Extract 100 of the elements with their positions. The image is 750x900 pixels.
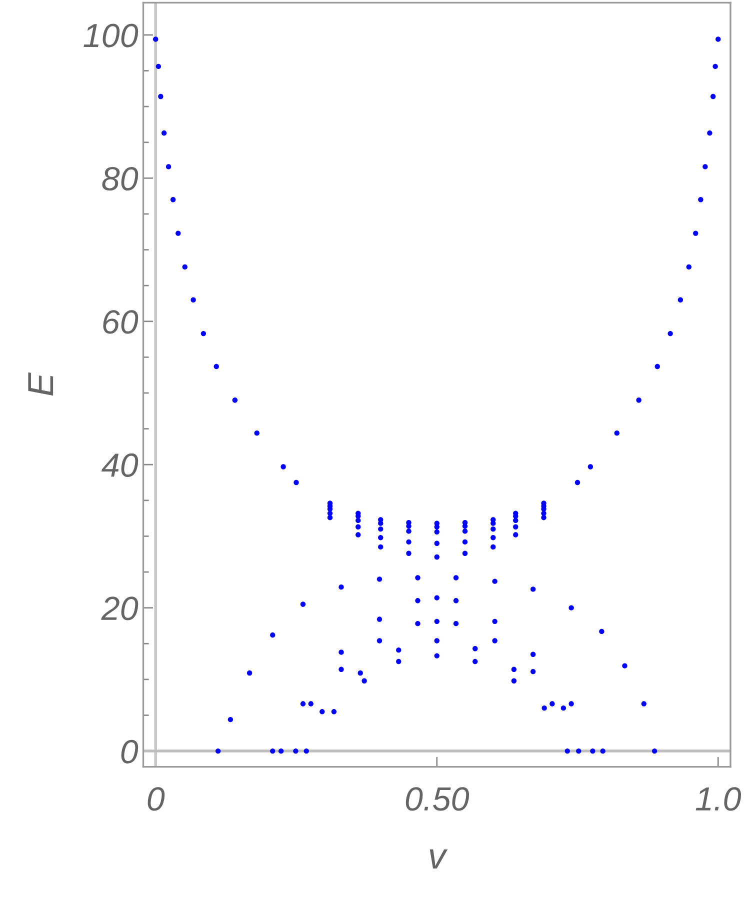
point	[462, 524, 468, 529]
point	[406, 524, 412, 529]
point	[215, 748, 221, 754]
point	[280, 464, 286, 470]
point	[490, 535, 496, 540]
point	[678, 297, 684, 302]
point	[176, 230, 181, 236]
point	[511, 678, 517, 684]
point	[462, 528, 468, 534]
point	[396, 658, 402, 664]
point	[600, 748, 606, 754]
point	[472, 658, 478, 664]
y-tick-label: 0	[121, 740, 138, 764]
point	[530, 668, 536, 674]
point	[434, 653, 440, 658]
point	[338, 584, 344, 590]
point	[406, 528, 412, 534]
y-axis-title: E	[28, 372, 54, 396]
point	[490, 544, 496, 550]
point	[356, 532, 361, 538]
point	[641, 701, 646, 706]
point	[254, 430, 260, 436]
point	[415, 598, 420, 604]
point	[182, 264, 188, 270]
point	[588, 464, 594, 470]
point	[513, 524, 518, 530]
point	[530, 652, 536, 657]
point	[568, 701, 574, 706]
point	[293, 748, 298, 754]
point	[622, 663, 628, 668]
point	[434, 540, 440, 546]
point	[560, 705, 566, 711]
point	[710, 94, 716, 100]
point	[434, 638, 440, 644]
point	[200, 330, 206, 336]
point	[513, 518, 518, 524]
point	[462, 550, 468, 556]
point	[668, 330, 673, 336]
point	[453, 598, 459, 604]
point	[376, 576, 382, 582]
point	[614, 430, 620, 436]
point	[472, 646, 478, 652]
point	[331, 709, 337, 714]
point	[378, 526, 384, 532]
point	[636, 398, 642, 403]
point	[166, 164, 172, 170]
x-tick-label: 0.50	[406, 787, 470, 811]
point	[232, 398, 238, 403]
x-tick-label: 1.0	[696, 787, 742, 811]
point	[270, 748, 276, 754]
point	[214, 364, 219, 370]
point	[304, 748, 309, 754]
point	[300, 701, 306, 706]
point	[406, 550, 412, 556]
point	[406, 539, 412, 545]
point	[376, 616, 382, 622]
point	[156, 64, 162, 70]
point	[356, 518, 361, 524]
point	[564, 748, 570, 754]
point	[378, 535, 384, 540]
point	[453, 575, 459, 580]
point	[698, 197, 704, 202]
point	[453, 620, 459, 626]
point	[396, 647, 402, 653]
point	[599, 628, 604, 634]
point	[308, 701, 314, 706]
point	[462, 539, 468, 545]
point	[228, 716, 234, 722]
point	[415, 620, 420, 626]
point	[415, 575, 420, 580]
point	[376, 638, 382, 644]
y-tick-label: 20	[101, 596, 138, 620]
point	[542, 705, 547, 711]
point	[702, 164, 708, 170]
point	[654, 364, 660, 370]
point	[153, 36, 158, 42]
point	[320, 709, 325, 714]
point	[158, 94, 164, 100]
point	[492, 618, 498, 624]
point	[434, 529, 440, 535]
point	[294, 480, 299, 486]
point	[338, 666, 344, 672]
point	[270, 632, 276, 638]
x-axis-title: v	[430, 849, 448, 868]
point	[190, 297, 196, 302]
point	[246, 670, 252, 676]
point	[530, 586, 536, 592]
point	[356, 524, 361, 530]
point	[300, 602, 306, 607]
point	[170, 197, 176, 202]
point	[434, 618, 440, 624]
point	[574, 480, 580, 486]
point	[693, 230, 698, 236]
point	[590, 748, 596, 754]
point	[707, 130, 712, 136]
x-tick-label: 0	[148, 787, 165, 811]
y-tick-label: 100	[84, 24, 138, 48]
point	[686, 264, 692, 270]
y-tick-label: 40	[102, 453, 138, 478]
point	[161, 130, 167, 136]
